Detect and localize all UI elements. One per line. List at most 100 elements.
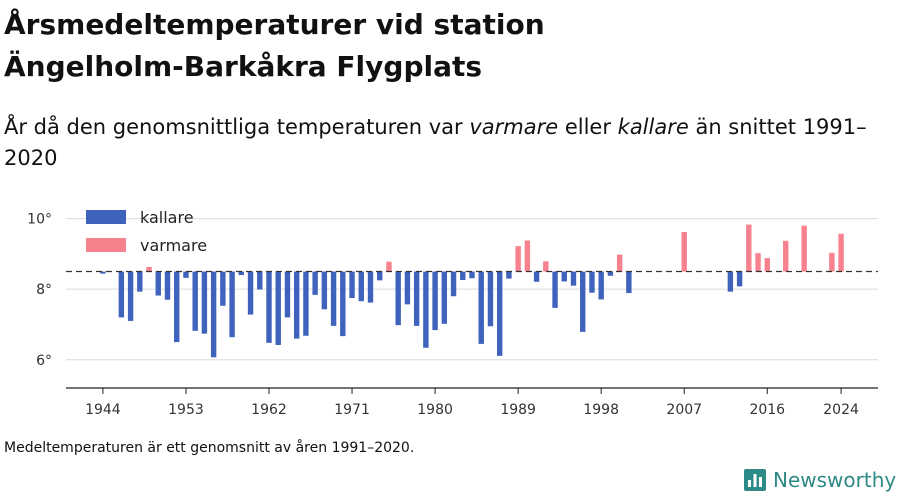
bar-1966 <box>303 271 309 336</box>
bar-1995 <box>570 271 577 286</box>
bar-1956 <box>210 271 217 358</box>
bar-1990 <box>524 240 531 272</box>
bar-1944 <box>100 271 106 274</box>
bar-1949 <box>146 266 152 272</box>
bar-1985 <box>478 271 484 344</box>
bar-2000 <box>616 254 623 272</box>
title-line-2: Ängelholm-Barkåkra Flygplats <box>4 50 483 83</box>
bar-1954 <box>192 271 198 331</box>
bar-1950 <box>155 271 161 296</box>
legend-swatch-varmare <box>86 238 126 252</box>
bar-1976 <box>395 271 401 326</box>
x-axis-ticks: 1944 1953 1962 1971 1980 1989 1998 2007 2016 2024 <box>85 388 859 418</box>
bar-1971 <box>349 271 355 298</box>
bar-1987 <box>496 271 503 356</box>
bar-1970 <box>340 271 346 337</box>
bar-1975 <box>386 261 392 272</box>
bar-1983 <box>460 271 466 280</box>
bar-2020 <box>801 225 807 272</box>
legend-swatch-kallare <box>86 210 126 224</box>
bar-1946 <box>118 271 125 318</box>
bar-1999 <box>607 271 614 276</box>
subtitle-part-1: År då den genomsnittliga temperaturen va… <box>4 115 470 139</box>
subtitle-cold: kallare <box>617 115 689 139</box>
y-axis-ticks: 6° 8° 10° <box>27 212 52 369</box>
bar-1998 <box>598 271 604 300</box>
bar-1972 <box>358 271 364 302</box>
chart-title: Årsmedeltemperaturer vid station Ängelho… <box>4 4 884 88</box>
title-line-1: Årsmedeltemperaturer vid station <box>4 8 545 41</box>
bar-2014 <box>746 224 752 272</box>
y-tick-label: 8° <box>36 282 52 298</box>
bar-1997 <box>589 271 595 293</box>
bar-2024 <box>838 233 844 272</box>
bar-1961 <box>257 271 263 290</box>
bar-1953 <box>183 271 189 278</box>
bar-1951 <box>164 271 171 300</box>
bar-1969 <box>330 271 337 326</box>
bar-1948 <box>137 271 143 292</box>
x-tick-label: 1971 <box>334 402 370 418</box>
bar-1978 <box>413 271 420 326</box>
bar-1984 <box>469 271 475 279</box>
x-tick-label: 1998 <box>583 402 619 418</box>
bar-2013 <box>736 271 743 287</box>
bar-2007 <box>681 232 687 272</box>
bar-1989 <box>515 246 521 272</box>
bar-2012 <box>727 271 734 292</box>
y-tick-label: 10° <box>27 212 52 228</box>
bars <box>100 224 844 358</box>
footnote: Medeltemperaturen är ett genomsnitt av å… <box>4 440 415 456</box>
bar-1992 <box>543 261 549 272</box>
brand-name: Newsworthy <box>773 468 897 492</box>
bar-1977 <box>404 271 411 305</box>
bar-1994 <box>561 271 567 282</box>
bar-1952 <box>174 271 180 343</box>
bar-1973 <box>367 271 374 303</box>
bar-1986 <box>487 271 494 327</box>
legend-label-kallare: kallare <box>140 208 194 227</box>
bar-1988 <box>506 271 512 279</box>
x-tick-label: 2007 <box>666 402 702 418</box>
y-tick-label: 6° <box>36 353 52 369</box>
bar-2001 <box>626 271 632 294</box>
legend-label-varmare: varmare <box>140 236 207 255</box>
bar-1947 <box>127 271 134 321</box>
grid-lines <box>66 218 878 361</box>
brand-logo: Newsworthy <box>744 468 896 492</box>
x-tick-label: 1953 <box>168 402 204 418</box>
subtitle-part-2: eller <box>558 115 618 139</box>
bar-1964 <box>284 271 291 318</box>
bar-2023 <box>829 252 835 272</box>
temperature-bar-chart: 6° 8° 10° 1944 1953 1962 1971 1980 1989 1998 2007… <box>27 208 878 418</box>
subtitle-part-3: än snittet 1991–2020 <box>4 115 867 170</box>
bar-1957 <box>220 271 226 306</box>
bar-1960 <box>247 271 254 315</box>
x-tick-label: 2016 <box>749 402 785 418</box>
bar-2015 <box>755 253 761 272</box>
bar-2016 <box>764 258 770 272</box>
bar-1981 <box>441 271 448 324</box>
x-tick-label: 1962 <box>251 402 287 418</box>
bar-chart-logo-icon <box>744 469 766 491</box>
bar-1974 <box>377 271 383 281</box>
bar-1958 <box>229 271 235 338</box>
chart-subtitle: År då den genomsnittliga temperaturen va… <box>4 112 884 174</box>
bar-1965 <box>293 271 300 339</box>
bar-1980 <box>432 271 438 331</box>
legend: kallare varmare <box>86 208 207 255</box>
x-tick-label: 1944 <box>85 402 121 418</box>
bar-1996 <box>580 271 586 332</box>
x-tick-label: 1980 <box>417 402 453 418</box>
bar-2018 <box>783 240 789 272</box>
x-tick-label: 1989 <box>500 402 536 418</box>
x-tick-label: 2024 <box>823 402 859 418</box>
bar-1993 <box>552 271 558 308</box>
bar-1963 <box>275 271 281 345</box>
bar-1962 <box>266 271 272 343</box>
bar-1968 <box>321 271 328 310</box>
bar-1991 <box>533 271 540 282</box>
bar-1959 <box>238 271 245 276</box>
bar-1967 <box>312 271 318 295</box>
bar-1955 <box>201 271 208 334</box>
